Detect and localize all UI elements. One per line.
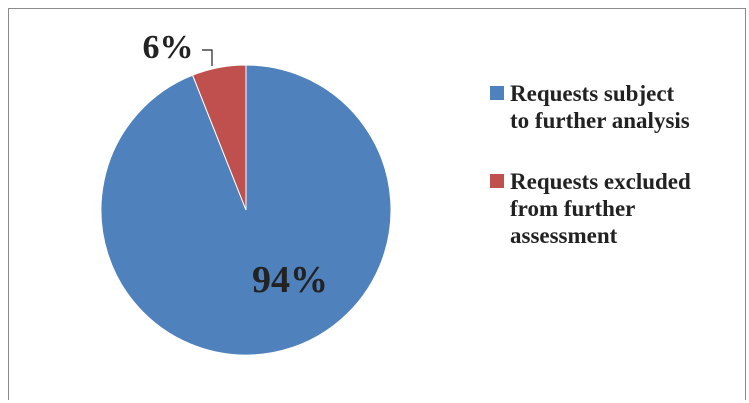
legend-swatch <box>490 86 504 100</box>
legend-label: Requests excluded from further assessmen… <box>510 169 691 248</box>
chart-legend: Requests subject to further analysis Req… <box>490 80 745 283</box>
data-label-6: 6% <box>143 29 194 66</box>
leader-line <box>202 49 213 66</box>
data-label-94: 94% <box>252 259 328 301</box>
legend-item-excluded: Requests excluded from further assessmen… <box>490 168 745 249</box>
legend-item-further-analysis: Requests subject to further analysis <box>490 80 745 134</box>
pie-slice-excluded <box>191 64 247 211</box>
legend-swatch <box>490 174 504 188</box>
legend-label: Requests subject to further analysis <box>510 81 690 133</box>
